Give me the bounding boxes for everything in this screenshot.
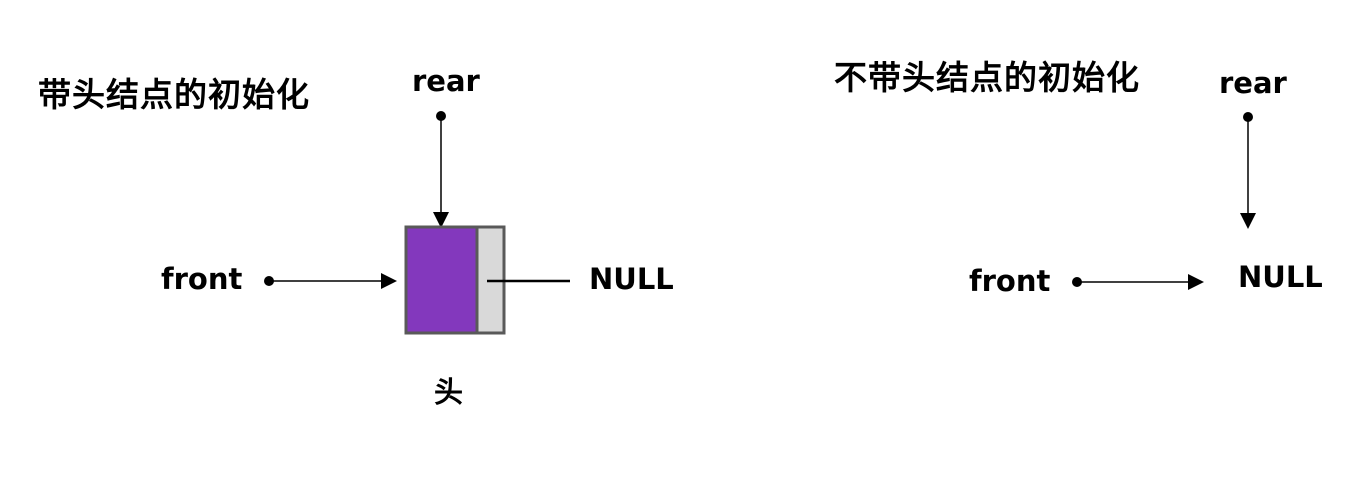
right-null-label: NULL <box>1238 260 1323 294</box>
left-null-label: NULL <box>589 262 674 296</box>
left-rear-pointer <box>433 111 449 228</box>
left-rear-label: rear <box>412 64 480 98</box>
right-rear-pointer <box>1240 112 1256 229</box>
left-rear-pointer-arrowhead <box>433 212 449 228</box>
right-front-pointer-arrowhead <box>1188 274 1204 290</box>
right-front-pointer <box>1072 274 1204 290</box>
right-rear-pointer-arrowhead <box>1240 213 1256 229</box>
right-panel-title: 不带头结点的初始化 <box>834 58 1140 97</box>
right-front-label: front <box>969 264 1051 298</box>
left-panel-title: 带头结点的初始化 <box>38 75 310 114</box>
head-node-data-cell <box>406 227 477 333</box>
right-rear-label: rear <box>1219 66 1287 100</box>
left-front-pointer-arrowhead <box>381 273 397 289</box>
left-front-pointer <box>264 273 397 289</box>
head-node-caption: 头 <box>434 375 464 409</box>
left-front-label: front <box>161 262 243 296</box>
